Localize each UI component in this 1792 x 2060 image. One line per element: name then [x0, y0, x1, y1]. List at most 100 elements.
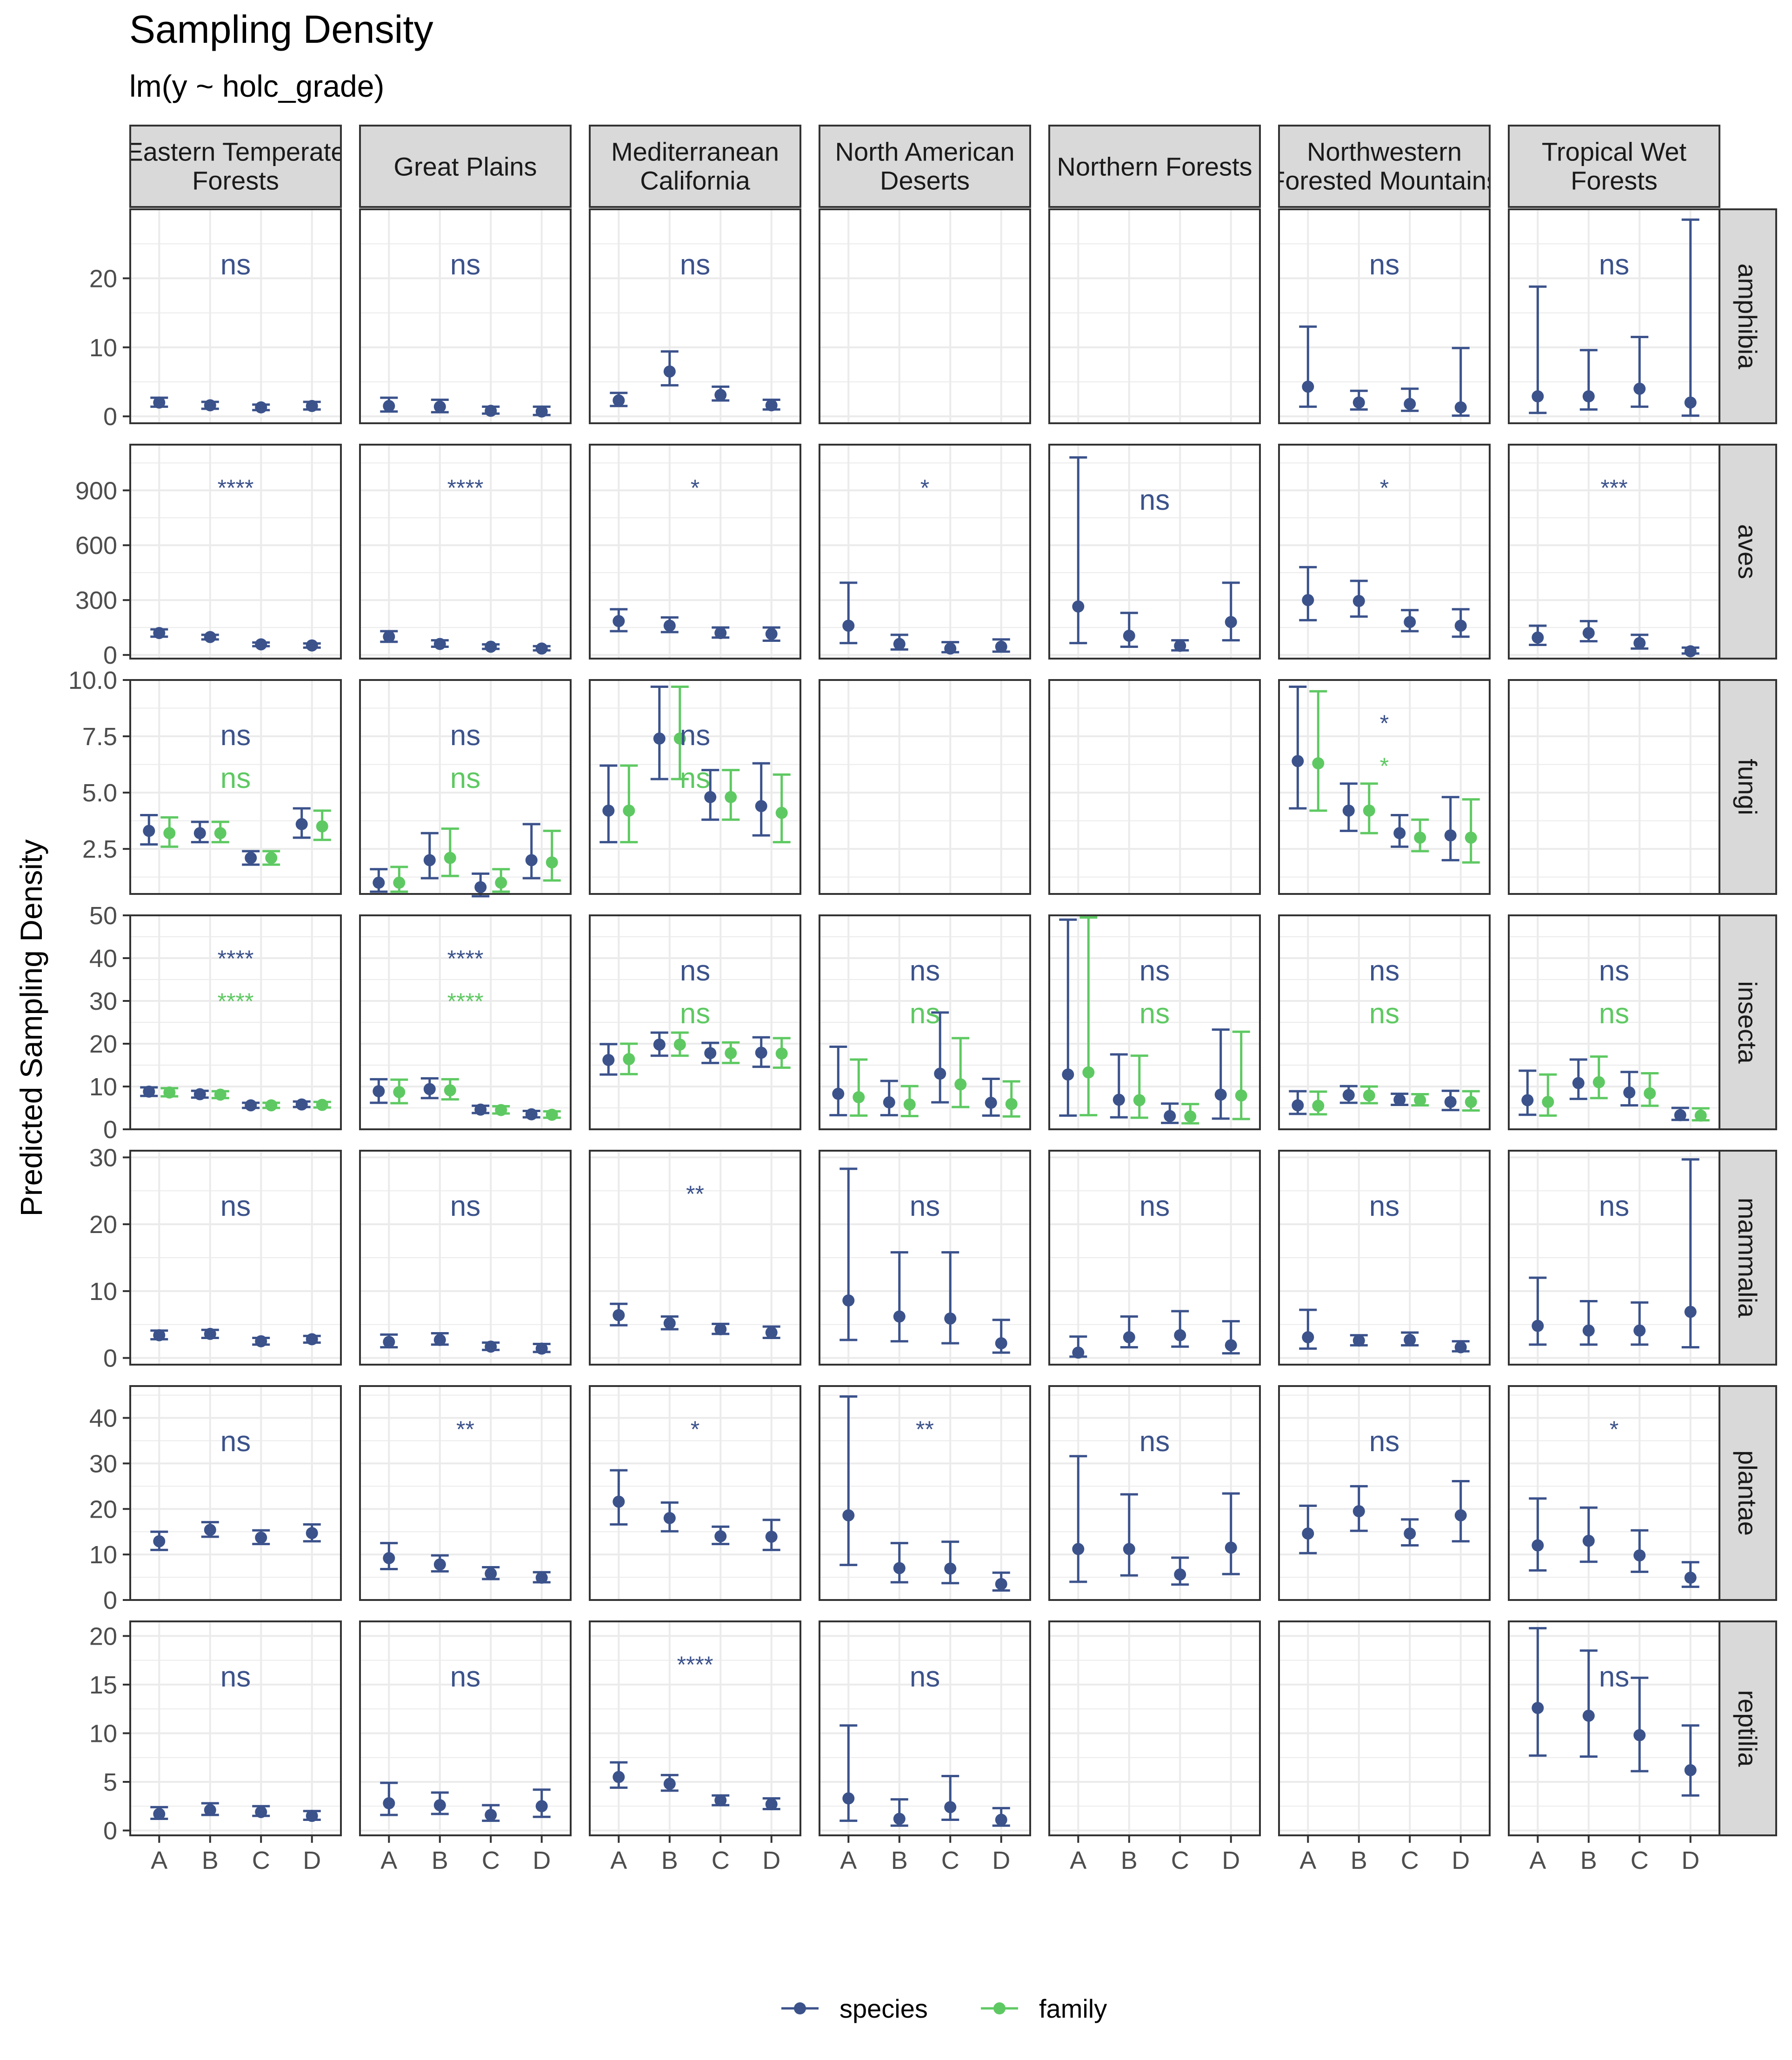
data-point: [163, 1086, 176, 1099]
significance-label: ns: [450, 249, 480, 281]
panel-border: [1508, 679, 1720, 895]
panel-reptilia-nwfm: [1278, 1620, 1491, 1836]
data-point: [1404, 1333, 1416, 1346]
data-point: [1292, 755, 1304, 767]
significance-label: ns: [1139, 484, 1170, 516]
y-tick-label: 30: [89, 1144, 117, 1172]
series-species: [150, 396, 321, 413]
x-axis-medca: A B C D: [610, 1835, 780, 1874]
data-point: [1684, 1306, 1697, 1318]
data-point: [765, 399, 778, 412]
data-point: [485, 640, 497, 653]
strip-label: North American: [835, 137, 1015, 167]
series-species: [610, 1761, 780, 1811]
data-point: [1113, 1093, 1125, 1106]
y-tick-label: 0: [103, 1817, 117, 1845]
panel-border: [819, 444, 1031, 660]
data-point: [893, 1310, 906, 1323]
y-tick-label: 2.5: [82, 835, 117, 863]
data-point: [316, 820, 328, 833]
data-point: [765, 1530, 778, 1543]
significance-label: ns: [1139, 998, 1170, 1030]
y-tick-label: 900: [75, 477, 117, 505]
data-point: [893, 1813, 906, 1825]
series-species: [1069, 1310, 1240, 1359]
x-tick-label: B: [891, 1847, 908, 1874]
y-tick-label: 0: [103, 641, 117, 669]
data-point: [393, 876, 406, 889]
strip-label: Forests: [192, 166, 279, 195]
series-species: [610, 350, 780, 412]
panel-border: [129, 1150, 342, 1366]
significance-label: *: [1610, 1416, 1619, 1442]
data-point: [255, 1806, 267, 1818]
series-family: [160, 809, 331, 866]
row-strip-fungi: fungi 2.5 5.0 7.5 10.0: [68, 667, 1777, 895]
data-point: [485, 1809, 497, 1821]
data-point: [1454, 620, 1467, 632]
data-point: [433, 400, 446, 413]
x-tick-label: D: [992, 1847, 1010, 1874]
panel-reptilia-etf: ns: [129, 1620, 342, 1836]
y-tick-label: 10.0: [68, 667, 117, 694]
data-point: [265, 1099, 278, 1112]
x-tick-label: C: [482, 1847, 500, 1874]
data-point: [995, 640, 1007, 653]
data-point: [725, 791, 737, 803]
data-point: [725, 1047, 737, 1060]
panel-insecta-twf: ns ns: [1508, 914, 1720, 1130]
x-tick-label: B: [432, 1847, 448, 1874]
panel-border: [1048, 1150, 1261, 1366]
panel-reptilia-nad: ns: [819, 1620, 1031, 1836]
data-point: [1684, 645, 1697, 658]
data-point: [714, 1794, 727, 1807]
data-point: [383, 630, 395, 643]
data-point: [1582, 627, 1595, 639]
strip-nf: Northern Forests: [1048, 125, 1261, 208]
x-tick-label: B: [1351, 1847, 1367, 1874]
data-point: [525, 1108, 538, 1120]
series-family: [1309, 1085, 1480, 1116]
data-point: [1633, 637, 1646, 649]
data-point: [663, 1317, 676, 1329]
data-point: [204, 631, 216, 643]
x-axis-nad: A B C D: [840, 1835, 1010, 1874]
panel-border: [589, 208, 801, 424]
y-axis-label: Predicted Sampling Density: [14, 840, 48, 1217]
panel-fungi-gp: ns ns: [359, 679, 572, 898]
panel-mammalia-twf: ns: [1508, 1150, 1720, 1366]
row-strip-mammalia: mammalia 0 10 20 30: [89, 1144, 1777, 1373]
panel-insecta-gp: **** ****: [359, 914, 572, 1130]
series-family: [620, 686, 791, 844]
panel-background: [360, 1621, 571, 1835]
data-point: [444, 852, 456, 864]
panel-background: [1509, 680, 1719, 894]
panel-background: [130, 680, 341, 894]
panel-border: [1508, 1385, 1720, 1601]
data-point: [934, 1067, 946, 1080]
y-tick-label: 300: [75, 587, 117, 614]
data-point: [714, 1323, 727, 1335]
significance-label: ns: [1599, 998, 1629, 1030]
panel-background: [590, 209, 800, 423]
panel-plantae-gp: **: [359, 1385, 572, 1601]
series-species: [839, 1167, 1010, 1354]
row-strip-label: fungi: [1733, 759, 1762, 815]
panel-border: [1508, 1150, 1720, 1366]
significance-label: ns: [1139, 1190, 1170, 1222]
data-point: [143, 1086, 155, 1098]
strip-label: Great Plains: [393, 152, 537, 181]
x-axis-nwfm: A B C D: [1299, 1835, 1470, 1874]
data-point: [433, 1333, 446, 1346]
data-point: [1072, 1347, 1085, 1359]
data-point: [1312, 1100, 1325, 1112]
series-species: [1059, 918, 1230, 1124]
panel-mammalia-nad: ns: [819, 1150, 1031, 1366]
panel-border: [819, 208, 1031, 424]
data-point: [944, 1562, 957, 1575]
panel-fungi-nwfm: **: [1278, 679, 1491, 895]
panel-plantae-nf: ns: [1048, 1385, 1261, 1601]
